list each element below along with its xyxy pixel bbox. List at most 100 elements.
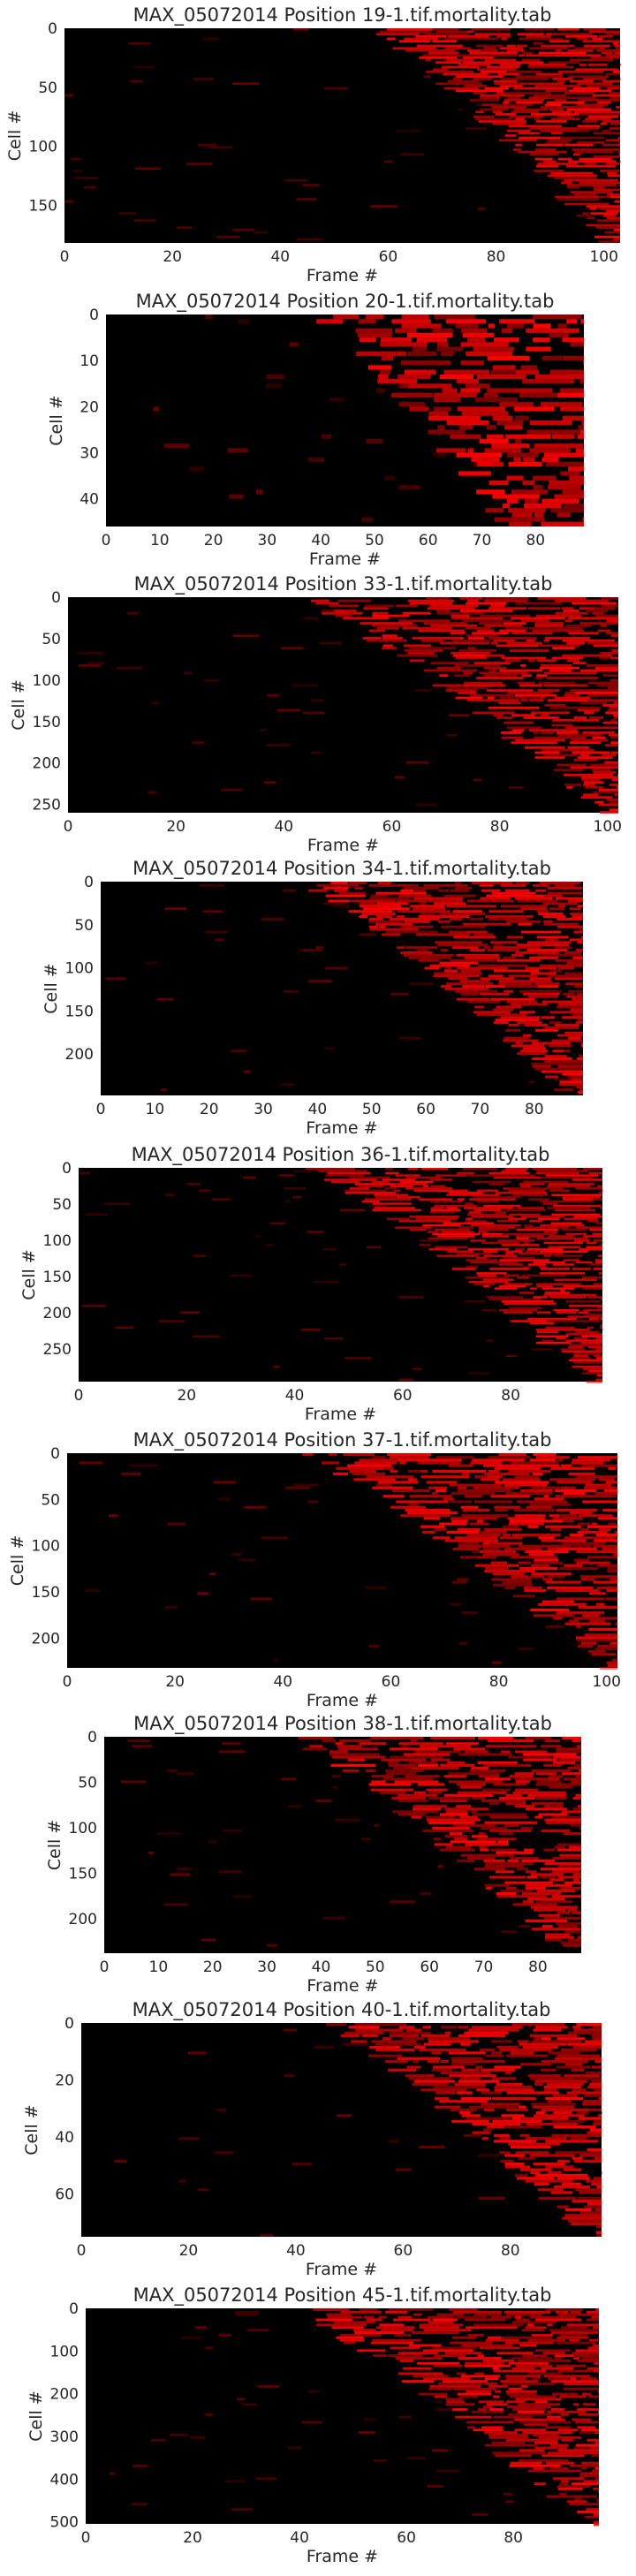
heatmap-cell (309, 1745, 323, 1748)
heatmap-cell (499, 669, 543, 672)
heatmap-cell (473, 1011, 511, 1014)
heatmap-cell (604, 744, 618, 746)
heatmap-cell (550, 117, 569, 121)
heatmap-cell (564, 619, 572, 623)
heatmap-cell (439, 374, 474, 380)
heatmap-cell (444, 966, 451, 970)
heatmap-cell (586, 1381, 602, 1383)
heatmap-cell (390, 992, 409, 996)
heatmap-cell (511, 2023, 565, 2027)
heatmap-cell (325, 966, 348, 970)
heatmap-cell (611, 649, 618, 652)
heatmap-cell (574, 193, 596, 196)
heatmap-cell (500, 1750, 511, 1754)
heatmap-cell (400, 1514, 450, 1518)
heatmap-cell (553, 54, 602, 57)
heatmap-cell (364, 1198, 412, 1201)
heatmap-cell (516, 1235, 544, 1238)
heatmap-cell (549, 2329, 599, 2332)
heatmap-cell (412, 2059, 420, 2064)
heatmap-cell (514, 1475, 540, 1479)
heatmap-cell (508, 1024, 519, 1027)
heatmap-cell (535, 2111, 545, 2115)
heatmap-cell (493, 2415, 533, 2419)
heatmap-cell (501, 37, 508, 41)
heatmap-cell (238, 1558, 256, 1562)
heatmap-cell (552, 647, 575, 650)
heatmap-cell (570, 1008, 583, 1011)
heatmap-cell (433, 1536, 450, 1540)
heatmap-cell (440, 2071, 491, 2075)
heatmap-cell (493, 639, 515, 642)
heatmap-cell (422, 33, 468, 36)
heatmap-cell (564, 92, 594, 95)
heatmap-cell (458, 1542, 480, 1545)
heatmap-cell (551, 1193, 602, 1196)
heatmap-cell (439, 641, 490, 645)
heatmap-cell (516, 2318, 530, 2322)
heatmap-cell (522, 1900, 534, 1904)
heatmap-cell (607, 1663, 617, 1667)
heatmap-cell (523, 1848, 534, 1852)
heatmap-cell (526, 1870, 537, 1874)
heatmap-cell (530, 1575, 545, 1579)
heatmap-cell (523, 716, 559, 719)
heatmap-cell (189, 466, 205, 472)
heatmap-cell (385, 2310, 407, 2314)
heatmap-cell (559, 2395, 587, 2398)
heatmap-cell (372, 614, 409, 617)
heatmap-cell (598, 803, 618, 807)
heatmap-cell (592, 1232, 602, 1236)
heatmap-cell (588, 1369, 602, 1373)
heatmap-cell (500, 1889, 533, 1893)
heatmap-cell (314, 2045, 335, 2049)
heatmap-cell (560, 1886, 581, 1890)
heatmap-cell (500, 731, 522, 734)
heatmap-cell (535, 1171, 579, 1175)
heatmap-cell (371, 1775, 394, 1778)
x-tick-label: 20 (203, 1959, 223, 1976)
heatmap-cell (582, 517, 584, 522)
heatmap-cell (566, 186, 579, 189)
heatmap-cell (229, 494, 244, 499)
heatmap-cell (494, 517, 545, 522)
heatmap-cell (549, 669, 572, 672)
heatmap-cell (502, 1534, 511, 1537)
heatmap-cell (446, 2400, 466, 2404)
heatmap-cell (451, 2336, 477, 2339)
heatmap-cell (587, 1220, 599, 1223)
heatmap-cell (558, 1925, 578, 1928)
heatmap-cell (577, 125, 600, 128)
heatmap-cell (549, 2443, 569, 2447)
heatmap-cell (564, 1622, 611, 1625)
heatmap-cell (444, 1807, 489, 1811)
heatmap-cell (537, 2188, 564, 2192)
heatmap-cell (602, 674, 618, 678)
heatmap-cell (535, 614, 581, 617)
y-tick-label: 0 (50, 1445, 60, 1463)
heatmap-cell (395, 604, 418, 608)
heatmap-cell (531, 2102, 576, 2106)
x-tick-label: 50 (365, 532, 384, 549)
heatmap-cell (466, 930, 488, 934)
heatmap-cell (576, 1636, 617, 1640)
heatmap-cell (198, 2188, 209, 2192)
heatmap-cell (478, 2196, 505, 2201)
heatmap-panel-9: MAX_05072014 Position 45-1.tif.mortality… (26, 2284, 600, 2566)
heatmap-cell (568, 1305, 602, 1307)
heatmap-cell (478, 2400, 504, 2404)
heatmap-cell (563, 1049, 571, 1053)
heatmap-cell (468, 1280, 508, 1284)
y-tick-label: 200 (33, 755, 61, 773)
heatmap-cell (458, 2026, 469, 2029)
heatmap-cell (413, 2375, 449, 2378)
heatmap-cell (415, 933, 470, 936)
heatmap-cell (545, 1625, 564, 1628)
heatmap-cell (483, 674, 518, 678)
heatmap-cell (518, 132, 540, 135)
heatmap-cell (459, 425, 473, 430)
heatmap-cell (541, 664, 572, 667)
heatmap-cell (556, 1848, 581, 1852)
heatmap-cell (548, 1044, 572, 1048)
heatmap-cell (585, 1483, 612, 1487)
